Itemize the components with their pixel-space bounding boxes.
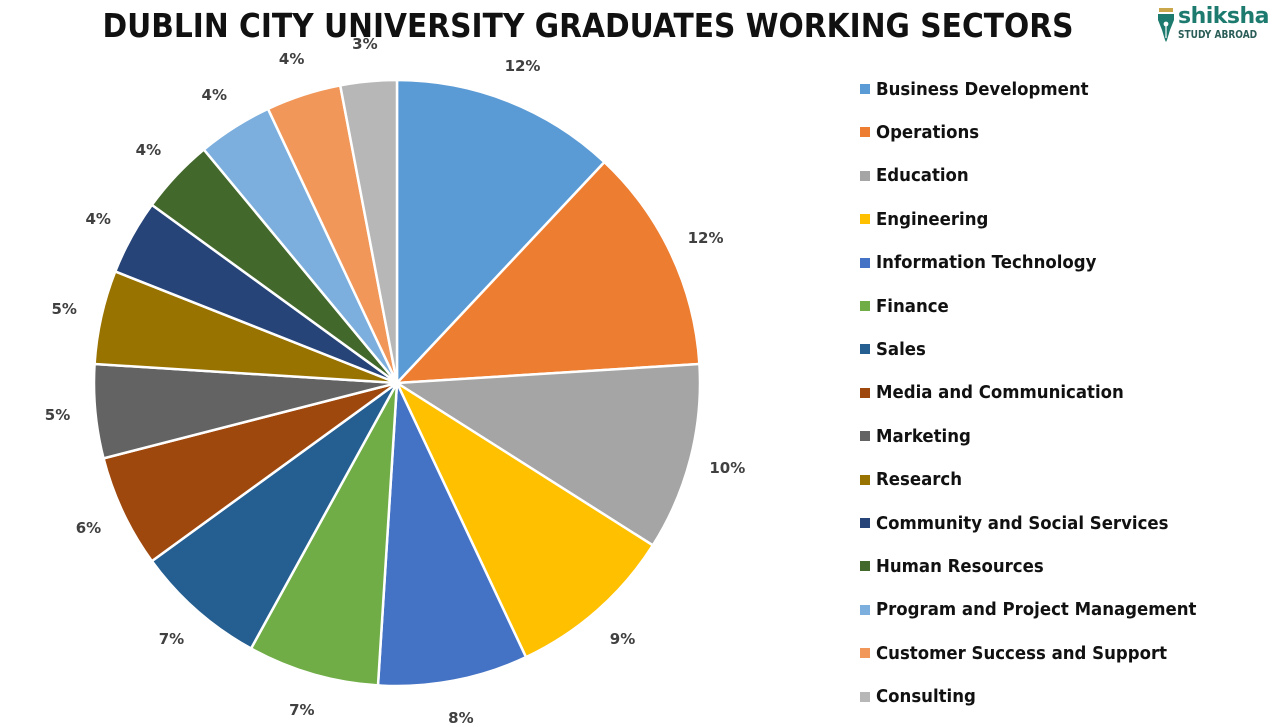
pie-slices: [92, 78, 702, 688]
legend-swatch: [860, 301, 870, 311]
legend-swatch: [860, 648, 870, 659]
legend-swatch: [860, 257, 870, 268]
logo-brand: shiksha: [1178, 4, 1270, 29]
data-label: 8%: [448, 708, 474, 727]
pen-nib-icon: [1158, 8, 1174, 42]
data-label: 12%: [687, 228, 724, 247]
legend-item: Marketing: [860, 424, 979, 448]
legend-item: Information Technology: [860, 251, 1116, 275]
data-label: 6%: [75, 519, 102, 538]
legend-swatch: [860, 518, 870, 528]
legend-label: Sales: [876, 338, 926, 360]
legend-swatch: [860, 431, 870, 442]
legend-swatch: [860, 604, 870, 615]
legend-label: Consulting: [876, 686, 976, 708]
shiksha-logo: shiksha STUDY ABROAD: [1156, 4, 1276, 46]
pie-slice-operations: [395, 160, 701, 385]
legend-label: Business Development: [876, 78, 1089, 100]
legend-item: Human Resources: [860, 554, 1058, 578]
legend-item: Customer Success and Support: [860, 641, 1192, 665]
data-label: 7%: [158, 629, 185, 648]
legend-item: Engineering: [860, 207, 998, 231]
legend-swatch: [860, 214, 870, 225]
legend-item: Community and Social Services: [860, 511, 1194, 535]
legend-swatch: [860, 84, 870, 94]
legend-swatch: [860, 170, 870, 181]
chart-title: DUBLIN CITY UNIVERSITY GRADUATES WORKING…: [102, 6, 1074, 45]
legend-label: Operations: [876, 121, 980, 143]
legend-item: Program and Project Management: [860, 598, 1224, 622]
pie-slice-information-technology: [376, 381, 528, 688]
data-label: 5%: [44, 406, 71, 425]
legend-item: Media and Communication: [860, 381, 1145, 405]
legend-label: Media and Communication: [876, 382, 1124, 404]
legend-item: Consulting: [860, 685, 985, 709]
legend-label: Program and Project Management: [876, 599, 1197, 621]
legend-item: Finance: [860, 294, 955, 318]
data-label: 4%: [85, 209, 111, 228]
data-label: 3%: [352, 34, 378, 53]
legend-label: Finance: [876, 295, 949, 317]
legend-item: Sales: [860, 337, 930, 361]
data-label: 9%: [609, 629, 636, 648]
logo-subtitle: STUDY ABROAD: [1178, 28, 1258, 41]
legend-swatch: [860, 561, 870, 572]
data-label: 4%: [201, 86, 228, 105]
legend-label: Community and Social Services: [876, 512, 1169, 534]
legend-swatch: [860, 474, 870, 485]
legend-swatch: [860, 691, 870, 702]
pie-slice-business-development: [395, 78, 606, 385]
legend-label: Marketing: [876, 425, 971, 447]
legend-label: Human Resources: [876, 555, 1044, 577]
legend-label: Research: [876, 469, 963, 491]
pie-slice-engineering: [395, 381, 655, 659]
data-label: 4%: [278, 49, 305, 68]
data-label: 12%: [504, 56, 541, 75]
legend-label: Engineering: [876, 208, 989, 230]
pie-slice-finance: [249, 381, 399, 687]
pie-slice-sales: [150, 381, 399, 650]
pie-slice-education: [395, 362, 702, 547]
pie-slice-consulting: [338, 78, 399, 385]
data-label: 7%: [289, 701, 315, 720]
legend-item: Education: [860, 164, 977, 188]
legend-label: Customer Success and Support: [876, 642, 1168, 664]
legend-item: Business Development: [860, 77, 1107, 101]
data-label: 4%: [135, 140, 162, 159]
legend-label: Information Technology: [876, 252, 1097, 274]
legend-item: Research: [860, 468, 970, 492]
legend-label: Education: [876, 165, 969, 187]
legend-swatch: [860, 344, 870, 355]
data-label: 5%: [51, 299, 77, 318]
legend-item: Operations: [860, 120, 988, 144]
legend-swatch: [860, 127, 870, 138]
legend-swatch: [860, 387, 870, 398]
data-label: 10%: [709, 458, 746, 477]
